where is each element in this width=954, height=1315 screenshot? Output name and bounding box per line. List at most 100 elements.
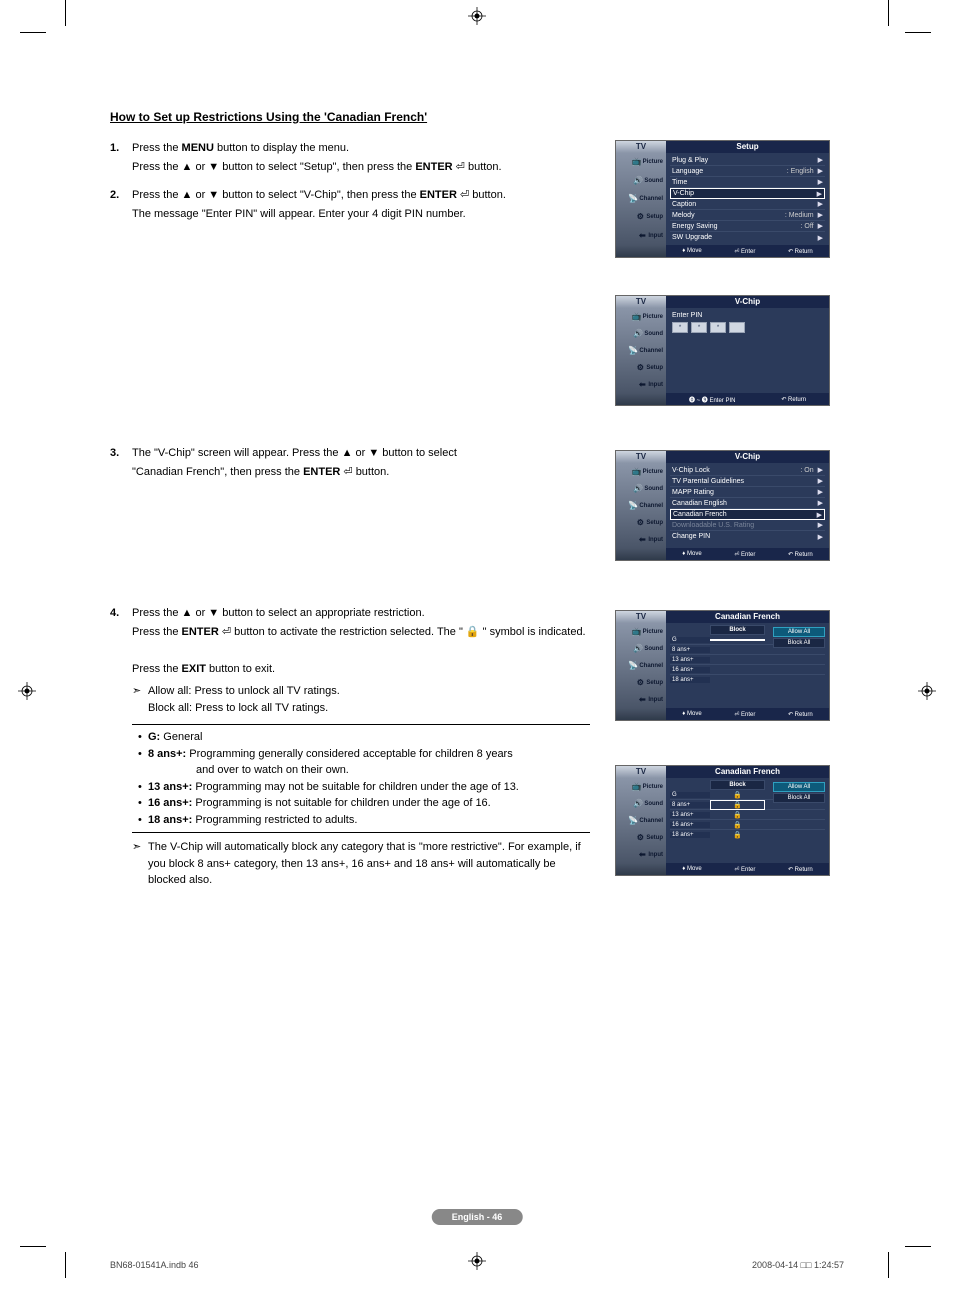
osd-sidebar-icon: ⚙ — [635, 518, 645, 528]
allow-all-button: Allow All — [773, 627, 825, 637]
osd-sidebar-item: 📡Channel — [616, 342, 666, 359]
osd-hint: ⓿ ~ ❾ Enter PIN — [689, 395, 736, 404]
page-number-label: English - 46 — [432, 1209, 523, 1225]
osd-sidebar-item: ⚙Setup — [616, 829, 666, 846]
osd-sidebar-icon: 🔊 — [633, 484, 643, 494]
osd-sidebar-label: Sound — [644, 646, 663, 652]
rating-definition: G: General — [138, 729, 590, 746]
osd-sidebar-icon: 🔊 — [633, 176, 643, 186]
osd-main-panel: Plug & Play▶Language: English▶Time▶V-Chi… — [666, 153, 829, 245]
arrow-icon: ▶ — [818, 234, 823, 242]
osd-sidebar-icon: 📺 — [632, 312, 642, 322]
osd-main-panel: BlockAllow AllBlock AllG🔒8 ans+🔒13 ans+🔒… — [666, 778, 829, 863]
page: How to Set up Restrictions Using the 'Ca… — [50, 30, 904, 1285]
osd-sidebar-icon: ⬅ — [637, 535, 647, 545]
osd-title: Setup — [666, 141, 829, 153]
rating-label: 18 ans+ — [670, 832, 710, 838]
osd-hint: ⏎ Enter — [734, 711, 755, 718]
osd-sidebar-icon: 📺 — [632, 467, 642, 477]
osd-title: Canadian French — [666, 766, 829, 778]
rating-row: 18 ans+🔒 — [670, 830, 825, 840]
osd-row-value: : Off — [801, 223, 814, 230]
osd-sidebar-icon: ⚙ — [635, 212, 645, 222]
osd-sidebar-label: Picture — [643, 159, 663, 165]
registration-mark-left — [18, 682, 36, 700]
osd-sidebar-icon: ⬅ — [637, 850, 647, 860]
note: ➣The V-Chip will automatically block any… — [132, 839, 590, 889]
osd-sidebar-item: 📺Picture — [616, 463, 666, 480]
osd-main-panel: BlockAllow AllBlock AllG8 ans+13 ans+16 … — [666, 623, 829, 708]
step-text: Press the EXIT button to exit. — [132, 661, 590, 678]
arrow-icon: ▶ — [818, 222, 823, 230]
osd-hint: ↶ Return — [788, 248, 813, 255]
osd-sidebar-item: 📡Channel — [616, 497, 666, 514]
osd-sidebar-item: ⬅Input — [616, 227, 666, 245]
osd-menu-row: MAPP Rating▶ — [670, 487, 825, 498]
osd-sidebar-item: 🔊Sound — [616, 171, 666, 189]
osd-row-label: Caption — [672, 201, 814, 208]
rating-label: G — [670, 792, 710, 798]
osd-sidebar-item: ⚙Setup — [616, 359, 666, 376]
crop-mark — [20, 1246, 46, 1247]
osd-sidebar-icon: ⬅ — [637, 695, 647, 705]
osd-row-label: Energy Saving — [672, 223, 801, 230]
osd-row-label: Change PIN — [672, 533, 814, 540]
step-number: 3. — [110, 445, 132, 482]
step-body: Press the ▲ or ▼ button to select an app… — [132, 605, 590, 889]
osd-sidebar-label: Sound — [644, 801, 663, 807]
osd-main-panel: V-Chip Lock: On▶TV Parental Guidelines▶M… — [666, 463, 829, 548]
rating-lock-cell: 🔒 — [710, 831, 765, 839]
osd-tv-badge: TV — [616, 141, 666, 153]
osd-sidebar-item: ⬅Input — [616, 691, 666, 708]
osd-tv-badge: TV — [616, 766, 666, 778]
instruction-step: 1.Press the MENU button to display the m… — [110, 140, 590, 177]
content-area: How to Set up Restrictions Using the 'Ca… — [110, 110, 830, 142]
osd-sidebar-icon: 📡 — [628, 816, 638, 826]
osd-menu-row: SW Upgrade ▶ — [670, 232, 825, 243]
osd-tv-badge: TV — [616, 611, 666, 623]
osd-sidebar-label: Picture — [643, 784, 663, 790]
instruction-step: 2.Press the ▲ or ▼ button to select "V-C… — [110, 187, 590, 224]
osd-row-label: Canadian French — [673, 511, 813, 518]
arrow-icon: ▶ — [818, 200, 823, 208]
osd-title: V-Chip — [666, 296, 829, 308]
tv-osd-screenshot: TVV-Chip📺Picture🔊Sound📡Channel⚙Setup⬅Inp… — [615, 295, 830, 406]
osd-hint: ♦ Move — [682, 711, 701, 717]
block-column-header: Block — [710, 780, 765, 790]
osd-sidebar-icon: 📺 — [632, 782, 642, 792]
pin-digit-box: * — [710, 322, 726, 333]
rating-definition: 16 ans+: Programming is not suitable for… — [138, 795, 590, 812]
osd-sidebar-item: 📡Channel — [616, 657, 666, 674]
osd-sidebar-label: Sound — [644, 486, 663, 492]
rating-row: 16 ans+ — [670, 665, 825, 675]
osd-row-label: Time — [672, 179, 814, 186]
registration-mark-top — [468, 7, 486, 25]
osd-sidebar: 📺Picture🔊Sound📡Channel⚙Setup⬅Input — [616, 778, 666, 863]
rating-label: 16 ans+ — [670, 822, 710, 828]
osd-sidebar-label: Channel — [639, 348, 663, 354]
rating-label: 8 ans+ — [670, 647, 710, 653]
rating-definition: 18 ans+: Programming restricted to adult… — [138, 812, 590, 829]
osd-menu-row: V-Chip Lock: On▶ — [670, 465, 825, 476]
osd-sidebar-item: 📡Channel — [616, 190, 666, 208]
rating-lock-cell: 🔒 — [710, 800, 765, 810]
arrow-icon: ▶ — [818, 466, 823, 474]
osd-sidebar-label: Setup — [646, 835, 663, 841]
osd-row-value: : Medium — [785, 212, 814, 219]
osd-menu-row: Time ▶ — [670, 177, 825, 188]
osd-row-label: V-Chip Lock — [672, 467, 800, 474]
osd-sidebar-item: 🔊Sound — [616, 640, 666, 657]
osd-sidebar-item: 🔊Sound — [616, 480, 666, 497]
arrow-icon: ▶ — [818, 178, 823, 186]
osd-sidebar: 📺Picture🔊Sound📡Channel⚙Setup⬅Input — [616, 623, 666, 708]
osd-menu-row: TV Parental Guidelines▶ — [670, 476, 825, 487]
step-number: 2. — [110, 187, 132, 224]
step-text: Press the ▲ or ▼ button to select "Setup… — [132, 159, 590, 176]
osd-sidebar-label: Channel — [639, 663, 663, 669]
osd-footer-hints: ♦ Move⏎ Enter↶ Return — [666, 548, 829, 560]
osd-sidebar-item: 🔊Sound — [616, 795, 666, 812]
osd-sidebar-label: Channel — [639, 818, 663, 824]
note-icon: ➣ — [132, 683, 148, 716]
osd-row-label: SW Upgrade — [672, 234, 814, 241]
osd-menu-row: Melody: Medium▶ — [670, 210, 825, 221]
